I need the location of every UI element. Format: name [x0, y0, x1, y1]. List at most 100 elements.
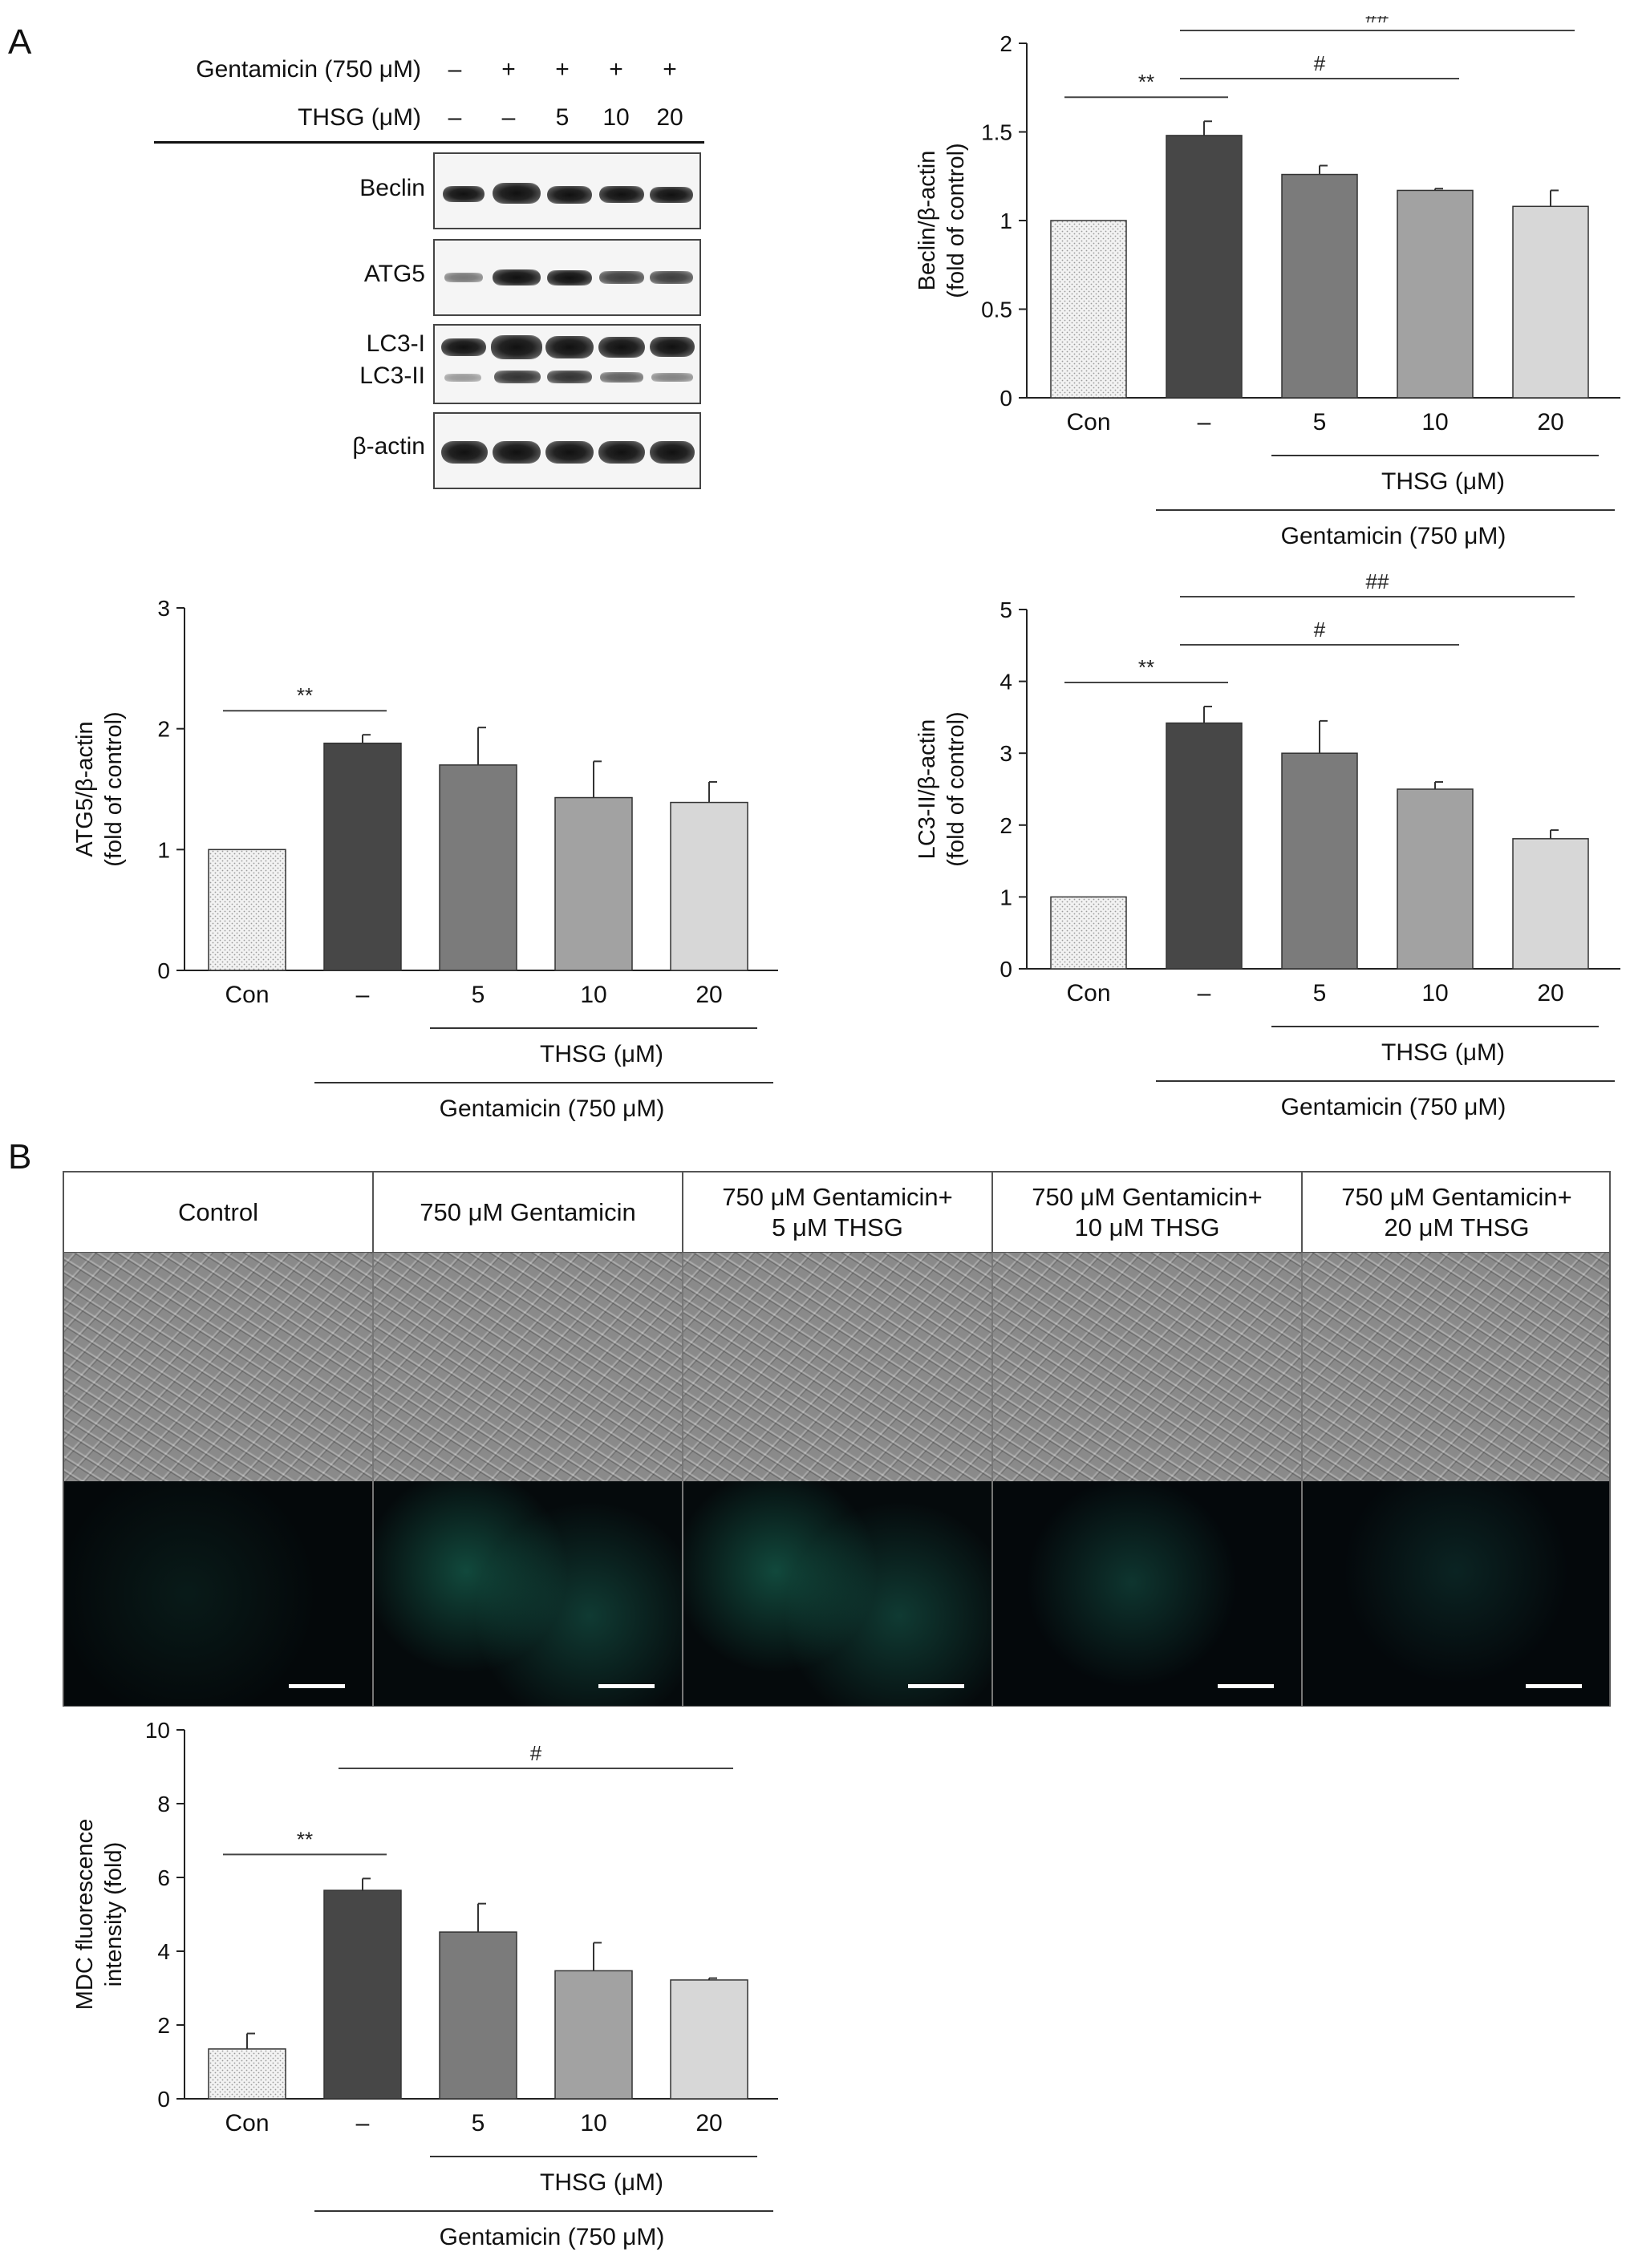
bar — [208, 2048, 286, 2100]
blot-band — [650, 441, 695, 464]
bar — [1397, 788, 1474, 970]
significance-marker: ** — [297, 1827, 313, 1851]
bar — [1512, 205, 1589, 399]
y-tick-label: 0 — [999, 386, 1012, 411]
blot-band — [545, 441, 594, 464]
scale-bar — [908, 1684, 964, 1688]
significance-marker: ** — [1138, 655, 1154, 679]
y-tick-label: 0.5 — [981, 298, 1012, 322]
x-tick-label: 20 — [695, 2110, 722, 2136]
mdc-fluorescence-image — [374, 1481, 683, 1706]
blot-header-value: + — [609, 56, 623, 83]
column-title: Control — [178, 1198, 258, 1226]
micrograph-header-control: Control — [64, 1172, 374, 1253]
blot-header-gentamicin-label: Gentamicin (750 μM) — [196, 56, 421, 83]
x-tick-label: 10 — [1421, 409, 1448, 435]
y-tick-label: 1.5 — [981, 120, 1012, 145]
y-axis-label: (fold of control) — [943, 711, 969, 866]
micrograph-header-gentamicin: 750 μM Gentamicin — [374, 1172, 683, 1253]
band-box-beclin — [433, 152, 701, 229]
blot-band — [441, 441, 488, 464]
y-tick-label: 1 — [999, 209, 1012, 233]
blot-header-value: + — [555, 56, 570, 83]
bar — [1050, 220, 1127, 399]
y-tick-label: 4 — [157, 1939, 170, 1964]
bar — [1166, 722, 1243, 970]
phase-contrast-image — [683, 1253, 993, 1481]
x-tick-label: Con — [1066, 980, 1110, 1006]
y-tick-label: 2 — [999, 31, 1012, 56]
y-tick-label: 3 — [999, 741, 1012, 766]
panel-letter-b: B — [8, 1137, 32, 1177]
thsg-group-label: THSG (μM) — [540, 1041, 663, 1067]
bar — [208, 848, 286, 971]
band-box-beta-actin — [433, 412, 701, 489]
significance-marker: # — [1314, 51, 1326, 75]
blot-header-value: 10 — [602, 104, 630, 131]
bar — [1050, 896, 1127, 970]
lc3-bar-chart: 0 1 2 3 4 5 LC3-II/β-actin (fold of control) Con… — [914, 569, 1620, 1120]
x-tick-label: Con — [225, 982, 269, 1008]
y-tick-label: 0 — [999, 957, 1012, 982]
band-box-lc3 — [433, 324, 701, 404]
blot-band — [650, 271, 693, 284]
significance-marker: ## — [1366, 16, 1389, 27]
y-axis-label: Beclin/β-actin — [914, 151, 940, 291]
significance-marker: # — [1314, 618, 1326, 642]
blot-band — [547, 270, 592, 286]
significance-marker: ## — [1366, 569, 1389, 593]
band-label-lc3-i: LC3-I — [366, 330, 425, 357]
blot-header-value: – — [448, 104, 462, 131]
phase-contrast-image — [64, 1253, 374, 1481]
bar — [554, 796, 633, 971]
scale-bar — [1218, 1684, 1274, 1688]
scale-bar — [1526, 1684, 1582, 1688]
column-title: 750 μM Gentamicin+ — [1032, 1183, 1263, 1211]
band-label-atg5: ATG5 — [363, 261, 425, 287]
y-tick-label: 2 — [999, 813, 1012, 838]
blot-band — [599, 186, 644, 203]
y-tick-label: 5 — [999, 597, 1012, 622]
y-axis-label: (fold of control) — [943, 143, 969, 298]
column-subtitle: 20 μM THSG — [1384, 1213, 1530, 1241]
blot-header-value: 5 — [555, 104, 570, 131]
blot-header-value: 20 — [656, 104, 683, 131]
scale-bar — [598, 1684, 655, 1688]
band-label-lc3-ii: LC3-II — [359, 362, 425, 389]
blot-band — [598, 337, 645, 358]
gentamicin-group-label: Gentamicin (750 μM) — [440, 2224, 665, 2250]
mdc-fluorescence-image — [64, 1481, 374, 1706]
x-tick-label: 20 — [695, 982, 722, 1008]
blot-header-value: + — [501, 56, 516, 83]
y-axis-label: ATG5/β-actin — [72, 721, 98, 857]
blot-band — [547, 371, 592, 383]
bar — [670, 1979, 748, 2100]
bar — [1166, 135, 1243, 399]
column-subtitle: 10 μM THSG — [1074, 1213, 1220, 1241]
gentamicin-group-label: Gentamicin (750 μM) — [1281, 1094, 1506, 1120]
x-tick-label: – — [356, 982, 370, 1008]
bar — [439, 764, 517, 971]
phase-contrast-image — [993, 1253, 1303, 1481]
blot-header-value: – — [501, 104, 516, 131]
bar — [439, 1931, 517, 2100]
x-tick-label: 10 — [580, 982, 606, 1008]
y-tick-label: 8 — [157, 1792, 170, 1816]
x-tick-label: 5 — [472, 2110, 485, 2136]
bar — [1281, 752, 1358, 970]
column-title: 750 μM Gentamicin — [420, 1198, 636, 1226]
y-tick-label: 2 — [157, 2013, 170, 2038]
y-axis-label: MDC fluorescence — [72, 1819, 98, 2011]
y-tick-label: 10 — [145, 1718, 170, 1743]
x-tick-label: 5 — [1313, 980, 1327, 1006]
blot-band — [547, 186, 592, 204]
micrograph-grid — [63, 1171, 1611, 1707]
x-tick-label: 10 — [1421, 980, 1448, 1006]
bar — [1397, 189, 1474, 399]
column-title: 750 μM Gentamicin+ — [722, 1183, 953, 1211]
bar — [323, 1889, 402, 2100]
x-tick-label: 10 — [580, 2110, 606, 2136]
blot-header-value: – — [448, 56, 462, 83]
thsg-group-label: THSG (μM) — [1381, 1039, 1505, 1066]
band-box-atg5 — [433, 239, 701, 316]
